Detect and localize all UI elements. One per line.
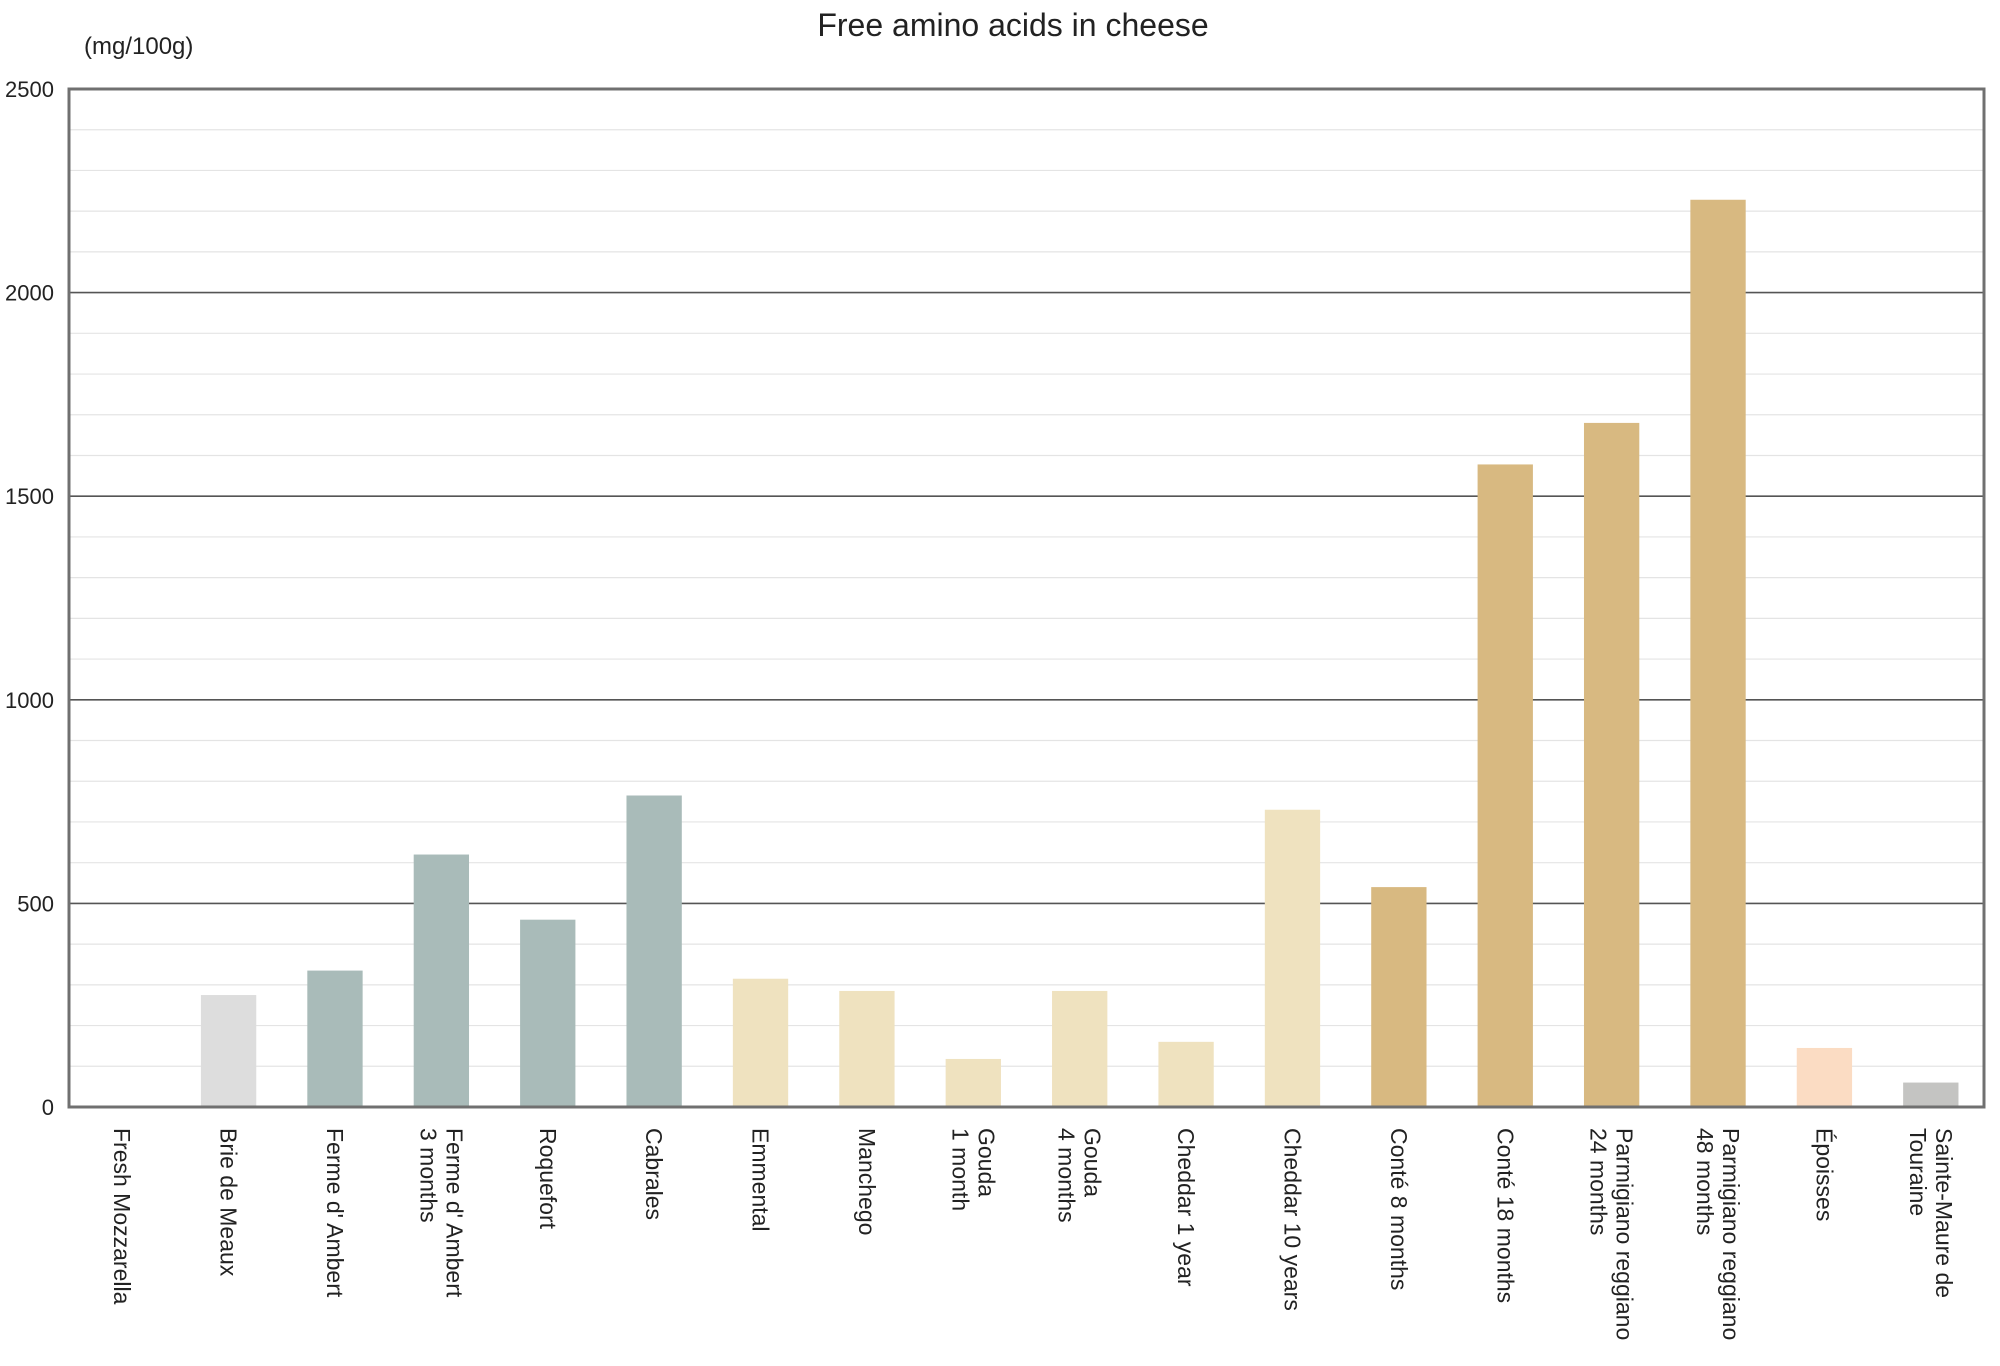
x-tick-label: Manchego — [854, 1128, 880, 1235]
x-tick-label-line: Ferme d' Ambert — [322, 1128, 348, 1298]
x-axis-labels: Fresh Mozzarella Brie de Meaux Ferme d' Am… — [109, 1128, 1957, 1340]
y-tick-label: 1500 — [5, 484, 54, 509]
bar — [1371, 887, 1427, 1107]
x-tick-label-line: Roquefort — [535, 1128, 561, 1230]
bar — [413, 854, 470, 1107]
x-tick-label-line: Manchego — [854, 1128, 880, 1235]
x-tick-label-line: Ferme d' Ambert — [441, 1128, 467, 1298]
bar — [945, 1058, 1001, 1107]
bar — [1158, 1041, 1214, 1107]
bar — [839, 990, 895, 1107]
x-tick-label: Époisses — [1811, 1128, 1837, 1221]
x-tick-label-line: Brie de Meaux — [216, 1128, 242, 1277]
x-tick-label: Fresh Mozzarella — [109, 1128, 135, 1305]
x-tick-label-line: Touraine — [1905, 1128, 1931, 1216]
bar — [732, 978, 789, 1107]
x-tick-label-line: Époisses — [1811, 1128, 1837, 1221]
y-tick-label: 500 — [17, 891, 54, 916]
bar — [307, 970, 363, 1107]
bar — [1264, 809, 1321, 1107]
plot-frame — [67, 87, 1986, 1109]
x-tick-label-line: Sainte-Maure de — [1931, 1128, 1957, 1298]
bar — [1052, 990, 1108, 1107]
bar — [200, 995, 257, 1107]
x-tick-label-line: 48 months — [1692, 1128, 1718, 1235]
x-tick-label-line: Gouda — [1080, 1128, 1106, 1197]
x-tick-label-line: Emmental — [748, 1128, 774, 1232]
x-tick-label-line: Conté 8 months — [1386, 1128, 1412, 1290]
x-tick-label: Cheddar 1 year — [1173, 1128, 1199, 1287]
y-axis-ticks: 0 500 1000 1500 2000 2500 — [5, 77, 54, 1120]
x-tick-label: Emmental — [748, 1128, 774, 1232]
x-tick-label-line: Conté 18 months — [1492, 1128, 1518, 1303]
y-tick-label: 2000 — [5, 281, 54, 306]
x-tick-label-line: Cheddar 1 year — [1173, 1128, 1199, 1287]
y-tick-label: 2500 — [5, 77, 54, 102]
bars — [200, 199, 1959, 1108]
grid-lines — [69, 129, 1984, 1067]
x-tick-label: Cheddar 10 years — [1279, 1128, 1305, 1311]
x-tick-label: Conté 18 months — [1492, 1128, 1518, 1303]
x-tick-label-line: Parmigiano reggiano — [1612, 1128, 1638, 1340]
x-tick-label-line: 24 months — [1586, 1128, 1612, 1235]
x-tick-label-line: Cabrales — [641, 1128, 667, 1220]
y-tick-label: 0 — [42, 1095, 54, 1120]
x-tick-label-line: 1 month — [947, 1128, 973, 1211]
y-unit-label: (mg/100g) — [84, 33, 193, 60]
x-tick-label: Roquefort — [535, 1128, 561, 1230]
bar — [1796, 1047, 1853, 1107]
x-tick-label-line: Gouda — [973, 1128, 999, 1197]
x-tick-label-line: 4 months — [1054, 1128, 1080, 1223]
x-tick-label: Ferme d' Ambert — [322, 1128, 348, 1298]
x-tick-label-line: Fresh Mozzarella — [109, 1128, 135, 1305]
bar — [520, 919, 576, 1107]
bar — [1690, 199, 1746, 1107]
bar — [626, 795, 682, 1107]
x-tick-label-line: 3 months — [415, 1128, 441, 1223]
y-tick-label: 1000 — [5, 688, 54, 713]
x-tick-label-line: Cheddar 10 years — [1279, 1128, 1305, 1311]
x-tick-label: Conté 8 months — [1386, 1128, 1412, 1290]
bar — [1903, 1082, 1959, 1107]
bar — [1477, 464, 1533, 1108]
bar — [1583, 422, 1640, 1107]
x-tick-label: Cabrales — [641, 1128, 667, 1220]
x-tick-label-line: Parmigiano reggiano — [1718, 1128, 1744, 1340]
x-tick-label: Brie de Meaux — [216, 1128, 242, 1277]
chart-title: Free amino acids in cheese — [817, 7, 1208, 43]
